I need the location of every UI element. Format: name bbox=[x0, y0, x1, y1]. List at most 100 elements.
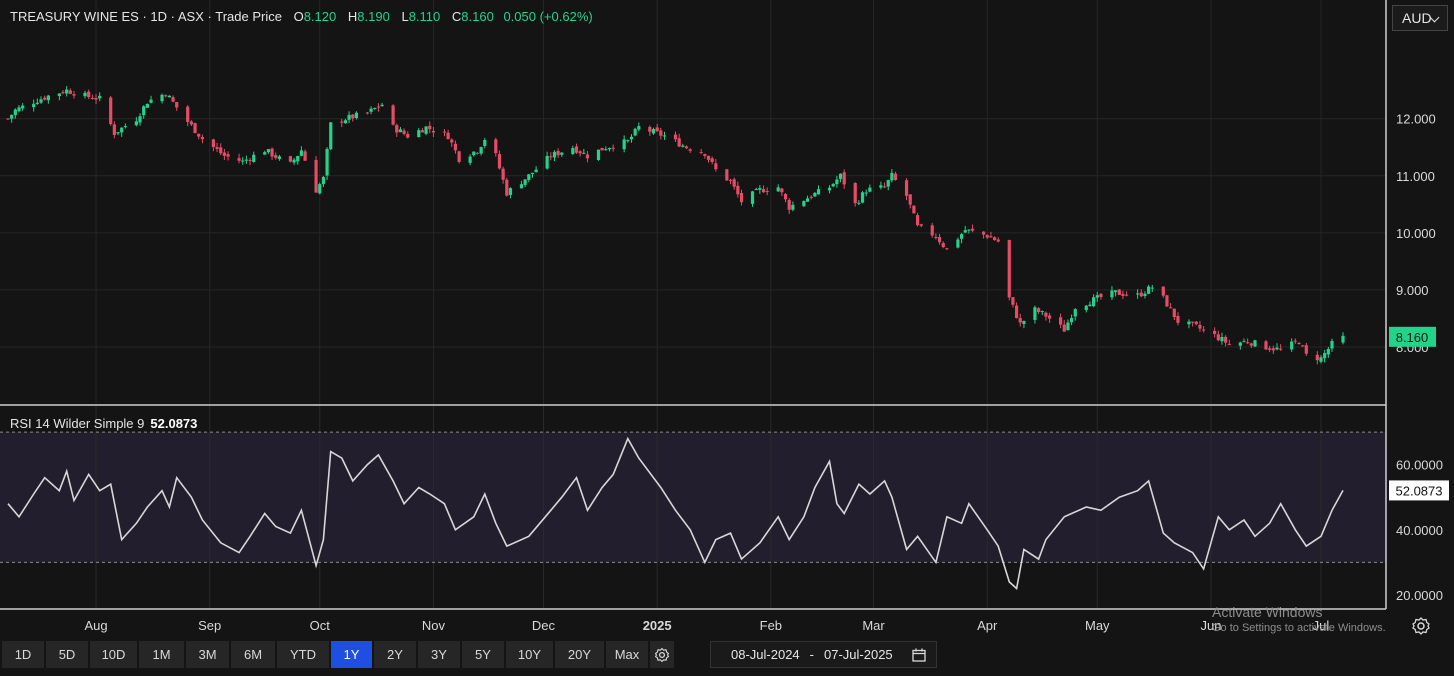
candle-body bbox=[886, 180, 890, 187]
candle-body bbox=[112, 124, 116, 135]
candle-body bbox=[21, 105, 25, 109]
candle-body bbox=[750, 191, 755, 204]
candle-body bbox=[703, 154, 707, 156]
candle-body bbox=[967, 229, 971, 231]
time-tick-label: 2025 bbox=[643, 618, 672, 633]
candle-body bbox=[1011, 297, 1015, 305]
candle-body bbox=[1047, 315, 1052, 319]
range-button-ytd[interactable]: YTD bbox=[277, 641, 329, 668]
candle-body bbox=[501, 168, 505, 180]
candle-body bbox=[329, 122, 333, 150]
candle-body bbox=[134, 121, 138, 126]
candle-body bbox=[1125, 294, 1129, 296]
candle-body bbox=[1249, 343, 1253, 346]
time-tick-label: Apr bbox=[977, 618, 998, 633]
candle-body bbox=[1315, 354, 1319, 361]
candle-body bbox=[816, 189, 821, 195]
candle-body bbox=[428, 125, 432, 130]
currency-label: AUD bbox=[1402, 10, 1432, 26]
candle-body bbox=[292, 159, 296, 163]
rsi-band bbox=[0, 432, 1386, 563]
candle-body bbox=[523, 179, 527, 185]
candle-body bbox=[318, 184, 322, 194]
range-button-5y[interactable]: 5Y bbox=[462, 641, 504, 668]
candle-body bbox=[585, 154, 590, 159]
range-button-1m[interactable]: 1M bbox=[139, 641, 184, 668]
range-button-1d[interactable]: 1D bbox=[2, 641, 44, 668]
candle-body bbox=[160, 94, 164, 102]
candle-body bbox=[802, 200, 806, 207]
candle-body bbox=[1088, 304, 1092, 307]
range-button-3m[interactable]: 3M bbox=[186, 641, 229, 668]
candle-body bbox=[483, 139, 487, 146]
range-button-2y[interactable]: 2Y bbox=[374, 641, 416, 668]
candle-body bbox=[475, 152, 480, 154]
candle-body bbox=[186, 106, 190, 122]
range-button-5d[interactable]: 5D bbox=[46, 641, 88, 668]
candle-body bbox=[1136, 293, 1140, 295]
currency-dropdown[interactable]: AUD bbox=[1392, 5, 1448, 31]
interval-label: 1D bbox=[150, 9, 168, 24]
candle-body bbox=[109, 97, 113, 125]
candle-body bbox=[32, 103, 36, 108]
candle-body bbox=[65, 89, 69, 94]
rsi-legend: RSI 14 Wilder Simple 9 52.0873 bbox=[10, 416, 197, 431]
range-settings-button[interactable] bbox=[650, 641, 674, 668]
candle-body bbox=[17, 107, 21, 112]
candle-body bbox=[1114, 290, 1118, 293]
candle-body bbox=[1290, 341, 1294, 350]
candle-body bbox=[1014, 305, 1019, 319]
candle-body bbox=[303, 151, 307, 161]
candle-body bbox=[215, 147, 219, 149]
candle-body bbox=[450, 139, 454, 143]
candle-body bbox=[552, 151, 557, 158]
candle-body bbox=[1169, 307, 1173, 309]
candle-body bbox=[571, 148, 575, 154]
candle-body bbox=[200, 136, 204, 140]
candle-body bbox=[171, 97, 175, 102]
candle-body bbox=[340, 121, 344, 123]
candle-body bbox=[1319, 357, 1323, 362]
candle-body bbox=[57, 93, 61, 97]
range-button-3y[interactable]: 3Y bbox=[418, 641, 460, 668]
candle-body bbox=[622, 139, 626, 150]
price-tick-label: 12.000 bbox=[1396, 112, 1436, 127]
candle-body bbox=[369, 108, 373, 112]
candle-body bbox=[534, 169, 538, 173]
candle-body bbox=[1253, 340, 1257, 347]
candle-body bbox=[835, 179, 839, 185]
candle-body bbox=[604, 149, 608, 151]
time-tick-label: Mar bbox=[862, 618, 885, 633]
rsi-line bbox=[7, 436, 1344, 591]
candle-body bbox=[857, 202, 861, 204]
candle-body bbox=[659, 130, 663, 136]
date-range-picker[interactable]: 08-Jul-2024 - 07-Jul-2025 bbox=[710, 641, 937, 668]
candle-body bbox=[270, 148, 274, 157]
price-tick-label: 9.000 bbox=[1396, 283, 1429, 298]
time-tick-label: Jul bbox=[1313, 618, 1330, 633]
candle-body bbox=[941, 243, 945, 248]
candle-body bbox=[431, 130, 436, 133]
candle-body bbox=[1216, 334, 1220, 341]
range-button-10d[interactable]: 10D bbox=[90, 641, 137, 668]
candle-body bbox=[739, 193, 744, 203]
candle-body bbox=[351, 114, 355, 119]
candle-body bbox=[1198, 324, 1202, 329]
range-button-max[interactable]: Max bbox=[606, 641, 648, 668]
candle-body bbox=[1095, 295, 1099, 298]
range-button-10y[interactable]: 10Y bbox=[506, 641, 553, 668]
candle-body bbox=[904, 180, 909, 196]
settings-gear-icon[interactable] bbox=[1411, 616, 1431, 636]
range-button-1y[interactable]: 1Y bbox=[331, 641, 372, 668]
candle-body bbox=[90, 97, 94, 99]
candle-body bbox=[138, 116, 142, 123]
candle-body bbox=[94, 98, 98, 100]
last-price-label: 8.160 bbox=[1396, 330, 1429, 345]
candle-body bbox=[611, 147, 615, 149]
range-button-6m[interactable]: 6M bbox=[231, 641, 275, 668]
calendar-icon[interactable] bbox=[912, 648, 926, 662]
range-button-20y[interactable]: 20Y bbox=[555, 641, 604, 668]
candle-body bbox=[1293, 340, 1297, 342]
